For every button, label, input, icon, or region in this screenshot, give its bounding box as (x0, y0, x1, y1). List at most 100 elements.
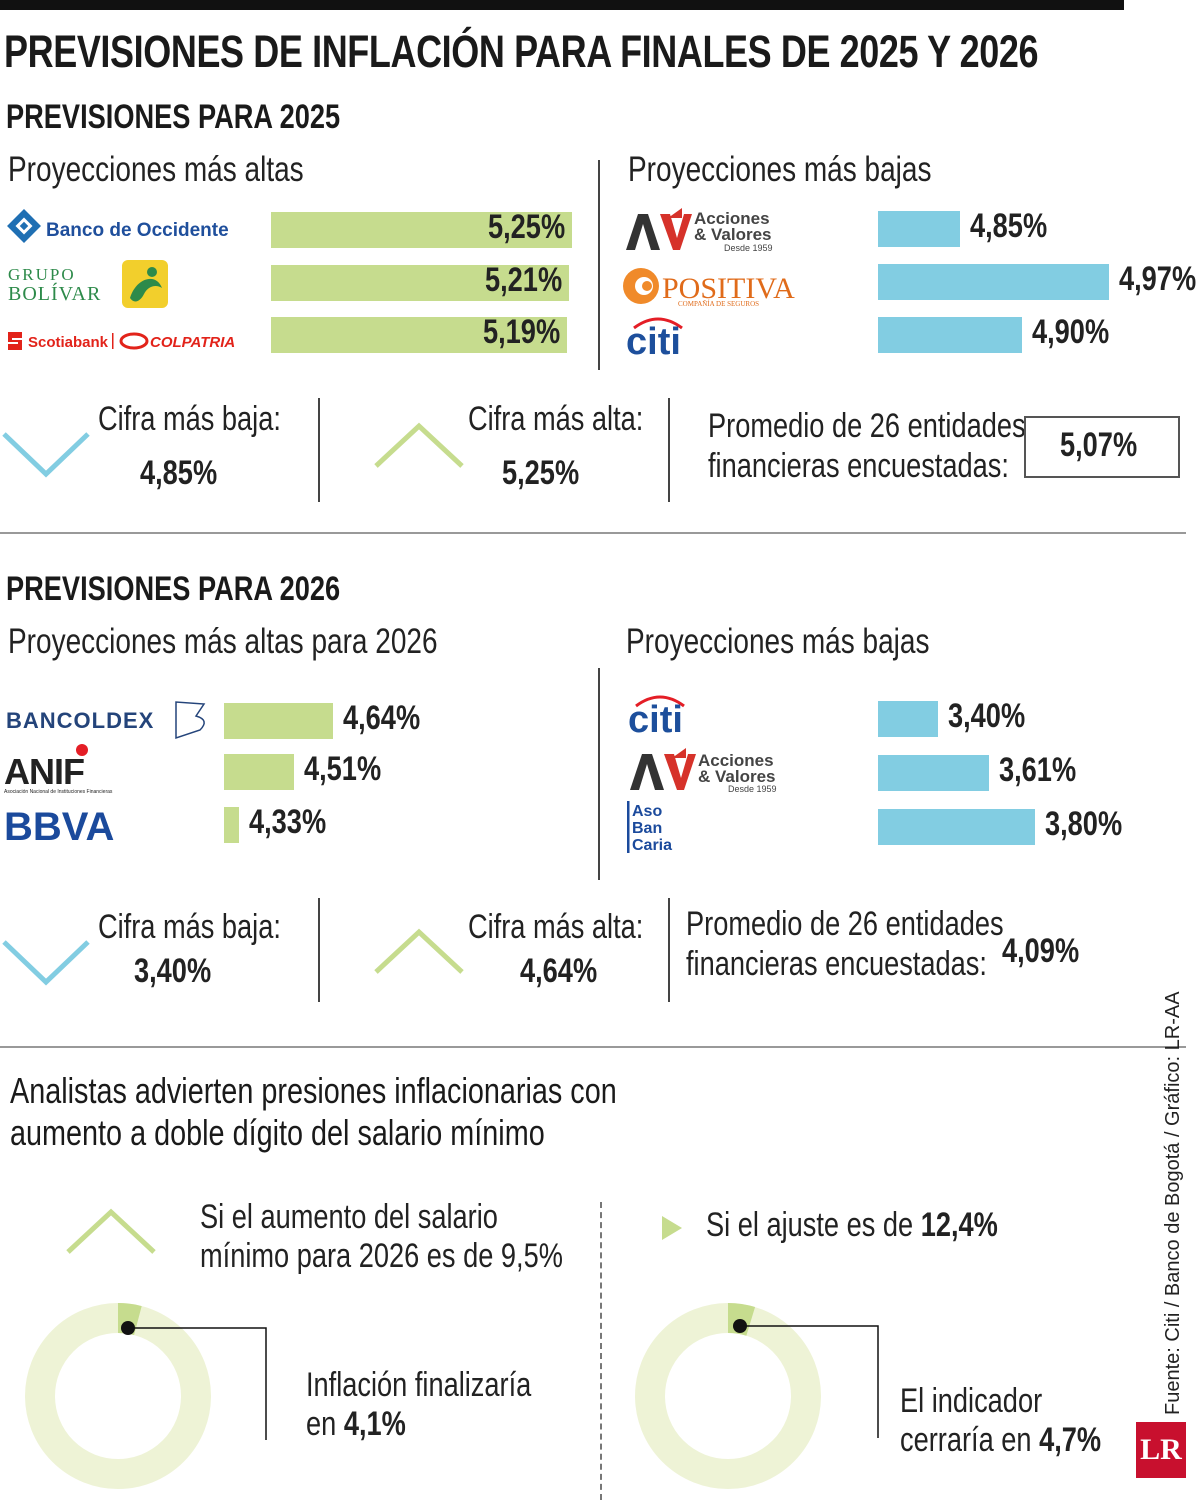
positiva-sun-icon (623, 268, 659, 304)
bar-2026-low-bar-2 (878, 809, 1035, 845)
av-logo-text-3-2026: Desde 1959 (728, 784, 777, 794)
anif-logo: ANIF Asociación Nacional de Institucione… (4, 744, 113, 795)
left-result: Inflación finalizaría en 4,1% (306, 1366, 532, 1443)
av-logo-text-1: Acciones (694, 209, 770, 228)
lowest-label-2026: Cifra más baja: (98, 908, 281, 946)
divider-2026-stat-1 (318, 898, 320, 1002)
acciones-valores-logo-2026: Acciones & Valores Desde 1959 (630, 748, 777, 794)
aso-text-2: Ban (632, 820, 662, 837)
bar-2025-low-label-2: 4,90% (1032, 313, 1110, 351)
bar-2026-high-label-1: 4,51% (303, 750, 381, 788)
bar-2025-low-bar-0 (878, 211, 960, 247)
colpatria-logo-text: COLPATRIA (150, 334, 235, 351)
bar-2026-low-bar-1 (878, 755, 990, 791)
right-condition: Si el ajuste es de 12,4% (706, 1206, 998, 1244)
bbva-logo: BBVA (4, 805, 114, 849)
analysis-title: Analistas advierten presiones inflaciona… (10, 1070, 617, 1153)
bolivar-logo-text-2: BOLÍVAR (8, 282, 101, 305)
citi-logo-text-2025: citi (626, 321, 681, 363)
av-logo-text-2-2026: & Valores (698, 767, 776, 786)
scotiabank-logo-text: Scotiabank (28, 334, 109, 351)
scotiabank-s-icon (8, 332, 22, 350)
section-2025-heading: PREVISIONES PARA 2025 (6, 98, 341, 136)
bar-2025-high-label-2: 5,19% (483, 313, 561, 351)
bar-2025-low-bar-2 (878, 317, 1022, 353)
bar-2026-high-bar-2 (224, 807, 240, 843)
occidente-logo-text: Banco de Occidente (46, 220, 229, 241)
donut-left-leader (128, 1327, 267, 1440)
donut-left (25, 1302, 267, 1489)
anif-sub-text: Asociación Nacional de Instituciones Fin… (4, 789, 113, 795)
av-mark-icon (626, 208, 692, 250)
analysis-divider (600, 1202, 602, 1500)
up-chevron-icon-2026 (374, 928, 464, 974)
bar-2025-low-label-1: 4,97% (1118, 260, 1196, 298)
positiva-sub-text: COMPAÑÍA DE SEGUROS (678, 300, 759, 308)
aso-text-3: Caria (632, 837, 672, 854)
average-label-2025: Promedio de 26 entidades financieras enc… (708, 407, 1026, 485)
scotiabank-colpatria-logo: Scotiabank COLPATRIA (8, 332, 235, 351)
lr-brand-logo: LR (1136, 1422, 1186, 1478)
bar-2026-high-label-2: 4,33% (249, 803, 327, 841)
anif-dot-icon (76, 744, 88, 756)
bancoldex-logo: BANCOLDEX (6, 701, 206, 740)
bar-2025-high-bar-1 (271, 265, 569, 301)
highest-value-2026: 4,64% (520, 952, 598, 990)
av-logo-text-2: & Valores (694, 225, 772, 244)
bar-2025-low-bar-1 (878, 264, 1109, 300)
divider-2025-charts (598, 160, 600, 370)
colpatria-swirl-icon (119, 332, 149, 350)
bar-2025-high-bar-0 (271, 212, 572, 248)
bar-2026-low-label-2: 3,80% (1045, 805, 1123, 843)
highest-label-2026: Cifra más alta: (468, 908, 644, 946)
bar-2026-low-label-1: 3,61% (999, 751, 1077, 789)
aso-text-1: Aso (632, 803, 662, 820)
banco-occidente-logo: Banco de Occidente (7, 209, 229, 243)
average-value-2026: 4,09% (1002, 932, 1080, 970)
section-2025-high-title: Proyecciones más altas (8, 150, 304, 189)
bar-2025-high-label-0: 5,25% (487, 208, 565, 246)
bancoldex-mark-icon (175, 701, 206, 740)
divider-2026-stat-2 (668, 898, 670, 1002)
av-logo-text-3: Desde 1959 (724, 243, 773, 253)
positiva-logo: POSITIVA COMPAÑÍA DE SEGUROS (623, 268, 795, 308)
citi-arc-icon (633, 317, 683, 330)
divider-2025-stat-2 (668, 398, 670, 502)
av-mark-icon-2026 (630, 748, 696, 790)
section-2026-low-title: Proyecciones más bajas (626, 622, 930, 661)
lowest-label-2025: Cifra más baja: (98, 400, 281, 438)
acciones-valores-logo: Acciones & Valores Desde 1959 (626, 208, 773, 253)
average-value-2025: 5,07% (1060, 426, 1138, 464)
down-chevron-icon-2025 (2, 432, 90, 478)
asobancaria-logo: Aso Ban Caria (627, 801, 672, 854)
citi-logo-2026: citi (628, 695, 685, 741)
lowest-value-2025: 4,85% (140, 454, 218, 492)
bar-2026-low-label-0: 3,40% (948, 697, 1026, 735)
section-separator-2 (0, 1046, 1186, 1048)
bar-2026-high-bar-0 (224, 703, 334, 739)
bolivar-logo-text-1: GRUPO (8, 265, 76, 284)
section-separator-1 (0, 532, 1186, 534)
top-rule (0, 0, 1124, 10)
donut-right-arc (727, 1303, 756, 1336)
asobancaria-bar-icon (627, 801, 630, 853)
bancoldex-logo-text: BANCOLDEX (6, 708, 154, 733)
divider-2025-stat-1 (318, 398, 320, 502)
lowest-value-2026: 3,40% (134, 952, 212, 990)
highest-value-2025: 5,25% (502, 454, 580, 492)
bar-2025-high-bar-2 (271, 317, 568, 353)
section-2026-high-title: Proyecciones más altas para 2026 (8, 622, 438, 661)
citi-logo-2025: citi (626, 317, 683, 363)
grupo-bolivar-logo: GRUPO BOLÍVAR (8, 260, 168, 308)
occidente-mark-icon (7, 209, 41, 243)
right-result: El indicador cerraría en 4,7% (900, 1382, 1102, 1459)
play-arrow-icon (662, 1216, 682, 1240)
average-box-2025 (1024, 416, 1180, 478)
up-chevron-icon-analysis (66, 1208, 156, 1254)
bar-2026-high-label-0: 4,64% (343, 699, 421, 737)
bbva-logo-text: BBVA (4, 805, 114, 849)
citi-arc-icon-2026 (635, 695, 685, 708)
donut-right-leader (740, 1325, 879, 1438)
bar-2025-high-label-1: 5,21% (484, 261, 562, 299)
down-chevron-icon-2026 (2, 940, 90, 986)
